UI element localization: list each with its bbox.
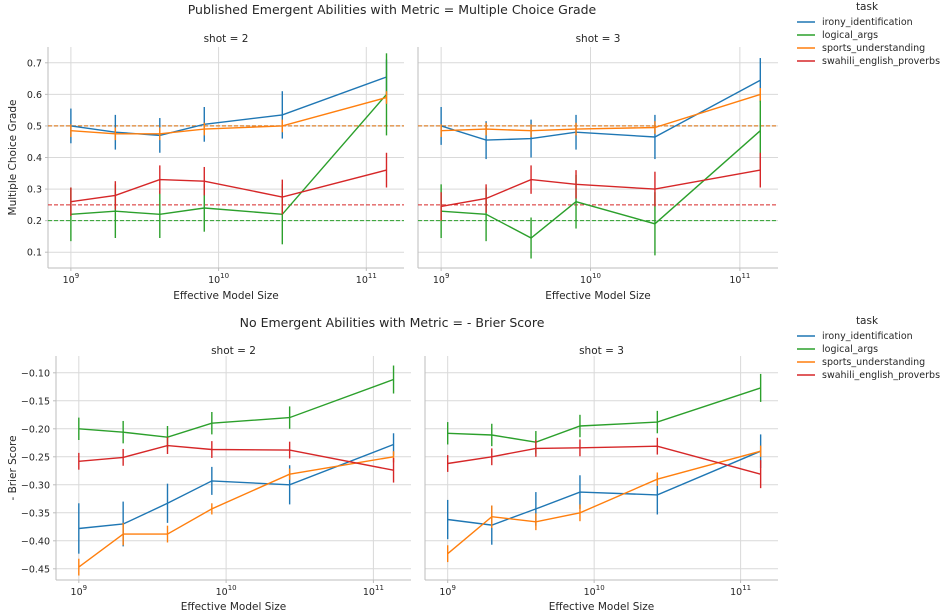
series-line-sports-understanding: [70, 96, 387, 135]
x-tick-base: 10: [208, 275, 220, 286]
x-tick-base: 10: [729, 275, 741, 286]
y-tick-label: −0.25: [21, 452, 50, 463]
x-axis-label: Effective Model Size: [181, 601, 287, 613]
series-line-sports-understanding: [441, 93, 761, 132]
y-tick-label: 0.4: [27, 153, 42, 164]
series-line-irony-identification: [78, 443, 394, 530]
series-line-logical-args: [70, 93, 388, 216]
facet-title: shot = 2: [211, 345, 256, 357]
legend-label: sports_understanding: [822, 43, 925, 54]
x-tick-exponent: 11: [742, 584, 751, 592]
legend-label: irony_identification: [822, 17, 913, 28]
x-tick-base: 10: [433, 275, 445, 286]
x-tick-label: 1011: [730, 584, 751, 598]
x-tick-exponent: 10: [220, 272, 229, 280]
facet-panel: shot = 2 −0.45 −0.40 −0.35 −0.30 −0.25 −0.20 −0…: [21, 345, 411, 613]
x-tick-base: 10: [71, 587, 83, 598]
x-tick-label: 1010: [216, 584, 237, 598]
series-line-sports-understanding: [447, 450, 761, 555]
x-tick-exponent: 11: [368, 272, 377, 280]
legend-label: sports_understanding: [822, 357, 925, 368]
chart-title: Published Emergent Abilities with Metric…: [188, 2, 597, 17]
series-line-irony-identification: [440, 79, 761, 141]
series-line-swahili-english-proverbs: [447, 445, 761, 475]
y-tick-label: 0.2: [27, 216, 42, 227]
x-axis-label: Effective Model Size: [545, 290, 651, 302]
x-tick-exponent: 11: [375, 584, 384, 592]
x-tick-exponent: 11: [741, 272, 750, 280]
series-line-swahili-english-proverbs: [440, 169, 761, 208]
x-tick-base: 10: [584, 587, 596, 598]
x-tick-base: 10: [580, 275, 592, 286]
legend-title: task: [856, 315, 879, 327]
legend-title: task: [856, 1, 879, 13]
y-tick-label: −0.15: [21, 396, 50, 407]
series-line-irony-identification: [447, 450, 761, 526]
x-tick-base: 10: [356, 275, 368, 286]
x-tick-label: 1011: [363, 584, 384, 598]
x-tick-label: 109: [439, 584, 456, 598]
y-tick-label: −0.30: [21, 480, 50, 491]
legend: task irony_identification logical_argsspor…: [797, 315, 940, 381]
x-tick-exponent: 10: [596, 584, 605, 592]
x-tick-label: 1010: [584, 584, 605, 598]
y-tick-label: −0.35: [21, 508, 50, 519]
series-line-swahili-english-proverbs: [70, 169, 387, 203]
x-tick-label: 1010: [208, 272, 229, 286]
y-tick-label: −0.45: [21, 564, 50, 575]
y-tick-label: −0.40: [21, 536, 50, 547]
legend-label: swahili_english_proverbs: [822, 56, 940, 67]
y-tick-label: 0.3: [27, 185, 42, 196]
x-tick-label: 109: [71, 584, 88, 598]
x-tick-base: 10: [363, 587, 375, 598]
y-tick-label: 0.1: [27, 248, 42, 259]
legend-label: logical_args: [822, 30, 878, 41]
x-axis-label: Effective Model Size: [173, 290, 279, 302]
facet-title: shot = 3: [579, 345, 624, 357]
y-tick-label: −0.20: [21, 424, 50, 435]
x-tick-exponent: 10: [592, 272, 601, 280]
chart-title: No Emergent Abilities with Metric = - Br…: [240, 315, 545, 330]
series-line-logical-args: [78, 378, 394, 438]
legend: task irony_identification logical_argsspor…: [797, 1, 940, 67]
x-tick-label: 1011: [356, 272, 377, 286]
x-tick-base: 10: [216, 587, 228, 598]
series-line-sports-understanding: [78, 456, 394, 568]
x-tick-exponent: 9: [451, 584, 455, 592]
y-axis-label: Multiple Choice Grade: [7, 100, 19, 216]
x-tick-label: 109: [63, 272, 80, 286]
x-tick-base: 10: [439, 587, 451, 598]
y-tick-label: 0.6: [27, 90, 42, 101]
y-tick-label: 0.5: [27, 121, 42, 132]
series-line-logical-args: [447, 387, 761, 443]
legend-label: irony_identification: [822, 331, 913, 342]
x-tick-base: 10: [730, 587, 742, 598]
x-tick-base: 10: [63, 275, 75, 286]
x-tick-label: 109: [433, 272, 450, 286]
x-tick-label: 1010: [580, 272, 601, 286]
x-axis-label: Effective Model Size: [549, 601, 655, 613]
y-tick-label: 0.7: [27, 58, 42, 69]
series-line-irony-identification: [70, 76, 387, 137]
legend-label: logical_args: [822, 344, 878, 355]
y-tick-label: −0.10: [21, 368, 50, 379]
facet-title: shot = 2: [204, 33, 249, 45]
x-tick-label: 1011: [729, 272, 750, 286]
x-tick-exponent: 10: [228, 584, 237, 592]
series-line-swahili-english-proverbs: [78, 444, 394, 471]
legend-label: swahili_english_proverbs: [822, 370, 940, 381]
series-line-logical-args: [441, 130, 761, 239]
x-tick-exponent: 9: [83, 584, 87, 592]
x-tick-exponent: 9: [75, 272, 79, 280]
y-axis-label: - Brier Score: [7, 435, 19, 500]
facet-title: shot = 3: [576, 33, 621, 45]
x-tick-exponent: 9: [445, 272, 449, 280]
